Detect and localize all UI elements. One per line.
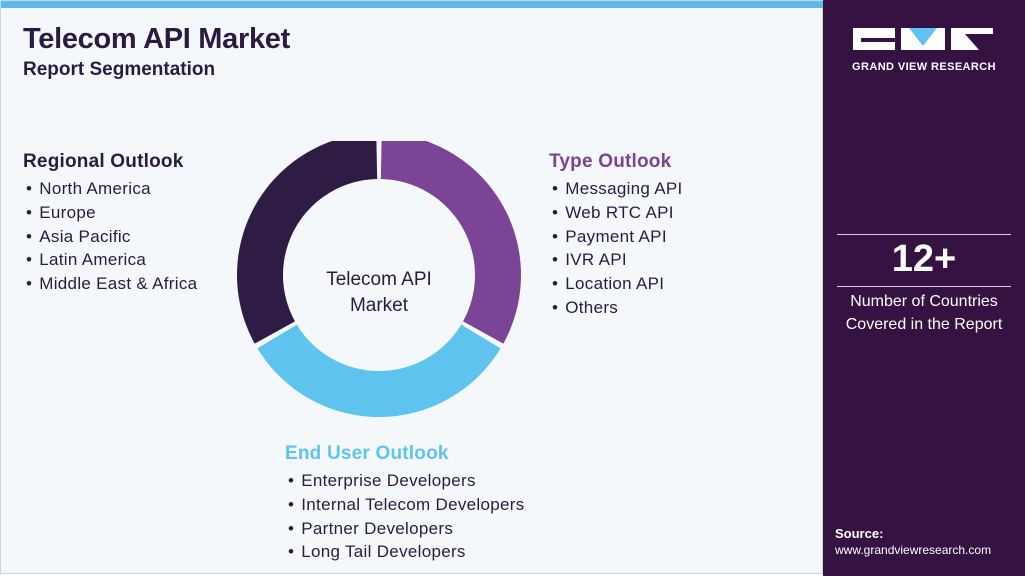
regional-item: Asia Pacific bbox=[23, 225, 197, 249]
page-title: Telecom API Market bbox=[23, 23, 290, 55]
grand-view-research-logo-icon bbox=[853, 28, 993, 50]
regional-outlook-segment: Regional Outlook North America Europe As… bbox=[23, 151, 197, 296]
end-user-outlook-segment: End User Outlook Enterprise Developers I… bbox=[285, 443, 525, 564]
source-url: www.grandviewresearch.com bbox=[835, 543, 992, 557]
regional-item: Latin America bbox=[23, 248, 197, 272]
end-user-item: Long Tail Developers bbox=[285, 540, 525, 564]
sidebar: GRAND VIEW RESEARCH 12+ Number of Countr… bbox=[823, 0, 1025, 576]
source-label: Source: bbox=[835, 526, 884, 541]
regional-item: Middle East & Africa bbox=[23, 272, 197, 296]
segmentation-donut-chart bbox=[237, 141, 521, 417]
type-item: Web RTC API bbox=[549, 201, 683, 225]
country-count-label: Number of Countries Covered in the Repor… bbox=[845, 293, 1003, 333]
stat-divider-top bbox=[837, 234, 1011, 235]
regional-item: Europe bbox=[23, 201, 197, 225]
end-user-item: Enterprise Developers bbox=[285, 469, 525, 493]
end-user-outlook-list: Enterprise Developers Internal Telecom D… bbox=[285, 469, 525, 564]
logo-wordmark: GRAND VIEW RESEARCH bbox=[852, 61, 996, 73]
regional-outlook-title: Regional Outlook bbox=[23, 151, 184, 172]
regional-item: North America bbox=[23, 177, 197, 201]
donut-slice-type-outlook bbox=[380, 141, 521, 344]
end-user-item: Internal Telecom Developers bbox=[285, 493, 525, 517]
end-user-item: Partner Developers bbox=[285, 517, 525, 541]
type-outlook-segment: Type Outlook Messaging API Web RTC API P… bbox=[549, 151, 683, 320]
donut-center-label: Telecom API Market bbox=[326, 269, 432, 316]
end-user-outlook-title: End User Outlook bbox=[285, 443, 449, 464]
type-item: Payment API bbox=[549, 225, 683, 249]
page-subtitle: Report Segmentation bbox=[23, 59, 216, 80]
regional-outlook-list: North America Europe Asia Pacific Latin … bbox=[23, 177, 197, 296]
type-item: Others bbox=[549, 296, 683, 320]
type-outlook-list: Messaging API Web RTC API Payment API IV… bbox=[549, 177, 683, 320]
stat-divider-bottom bbox=[837, 286, 1011, 287]
main-panel: Telecom API Market Report Segmentation R… bbox=[0, 0, 823, 574]
donut-slice-regional-outlook bbox=[237, 141, 378, 344]
country-count-stat: 12+ bbox=[891, 238, 957, 280]
donut-slice-end-user-outlook bbox=[257, 324, 501, 417]
type-outlook-title: Type Outlook bbox=[549, 151, 672, 172]
top-accent-bar bbox=[1, 1, 824, 8]
type-item: IVR API bbox=[549, 248, 683, 272]
type-item: Messaging API bbox=[549, 177, 683, 201]
type-item: Location API bbox=[549, 272, 683, 296]
